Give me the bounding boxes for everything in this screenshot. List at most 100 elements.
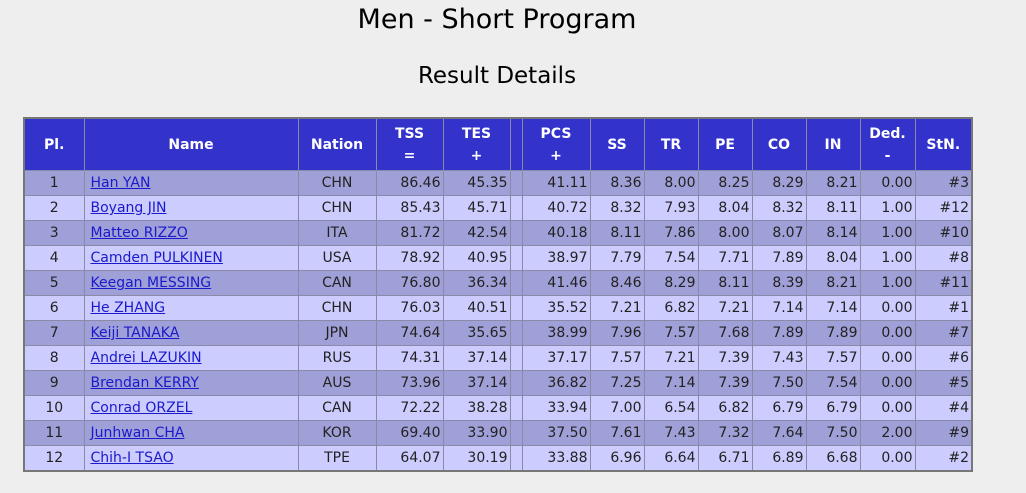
- skater-link[interactable]: He ZHANG: [90, 300, 166, 316]
- cell: 8.46: [589, 270, 645, 296]
- cell: 7.43: [751, 345, 807, 371]
- cell: 41.11: [521, 170, 591, 196]
- cell: 30.19: [442, 445, 511, 472]
- cell: #3: [914, 170, 973, 196]
- header-label: Name: [168, 136, 214, 153]
- header-label: Nation: [310, 136, 364, 153]
- cell: 76.03: [375, 295, 444, 321]
- cell: 7.89: [751, 245, 807, 271]
- name-cell: Andrei LAZUKIN: [83, 345, 299, 371]
- result-row: 9 Brendan KERRY AUS 73.96 37.14 36.82 7.25 7.14…: [23, 370, 973, 396]
- header-sub: -: [884, 147, 891, 164]
- cell: CHN: [297, 195, 377, 221]
- cell: 74.31: [375, 345, 444, 371]
- spacer-cell: [509, 295, 523, 321]
- cell: 36.34: [442, 270, 511, 296]
- cell: 8.00: [697, 220, 753, 246]
- result-row: 11 Junhwan CHA KOR 69.40 33.90 37.50 7.61 7.43 7…: [23, 420, 973, 446]
- skater-link[interactable]: Junhwan CHA: [90, 425, 185, 441]
- cell: #4: [914, 395, 973, 421]
- cell: 8.14: [805, 220, 861, 246]
- cell: 0.00: [859, 395, 916, 421]
- header-label: TR: [660, 136, 682, 153]
- column-header: TSS =: [375, 117, 444, 171]
- skater-link[interactable]: Matteo RIZZO: [90, 225, 188, 241]
- skater-link[interactable]: Brendan KERRY: [90, 375, 199, 391]
- skater-link[interactable]: Camden PULKINEN: [90, 250, 223, 266]
- cell: 8.11: [589, 220, 645, 246]
- cell: 7.25: [589, 370, 645, 396]
- cell: 33.94: [521, 395, 591, 421]
- cell: 7.54: [643, 245, 699, 271]
- cell: 7.57: [643, 320, 699, 346]
- cell: 0.00: [859, 295, 916, 321]
- cell: 40.95: [442, 245, 511, 271]
- spacer-cell: [509, 245, 523, 271]
- header-label: PE: [715, 136, 735, 153]
- spacer-cell: [509, 320, 523, 346]
- page-subtitle: Result Details: [417, 63, 577, 89]
- result-row: 1 Han YAN CHN 86.46 45.35 41.11 8.36 8.00 8.25 8.…: [23, 170, 973, 196]
- column-header: Name: [83, 117, 299, 171]
- cell: 7.21: [697, 295, 753, 321]
- cell: 45.71: [442, 195, 511, 221]
- cell: 6.79: [751, 395, 807, 421]
- cell: 1: [23, 170, 85, 196]
- column-header: TES +: [442, 117, 511, 171]
- cell: 45.35: [442, 170, 511, 196]
- cell: 7.21: [643, 345, 699, 371]
- name-cell: Han YAN: [83, 170, 299, 196]
- cell: 7.00: [589, 395, 645, 421]
- skater-link[interactable]: Han YAN: [90, 175, 151, 191]
- skater-link[interactable]: Chih-I TSAO: [90, 450, 174, 466]
- cell: 33.88: [521, 445, 591, 472]
- cell: 1.00: [859, 270, 916, 296]
- header-label: StN.: [926, 136, 961, 153]
- result-row: 10 Conrad ORZEL CAN 72.22 38.28 33.94 7.00 6.54…: [23, 395, 973, 421]
- cell: RUS: [297, 345, 377, 371]
- cell: 8.00: [643, 170, 699, 196]
- cell: 78.92: [375, 245, 444, 271]
- skater-link[interactable]: Boyang JIN: [90, 200, 167, 216]
- skater-link[interactable]: Keiji TANAKA: [90, 325, 180, 341]
- cell: 38.97: [521, 245, 591, 271]
- table-body: 1 Han YAN CHN 86.46 45.35 41.11 8.36 8.00 8.25 8.…: [23, 170, 973, 472]
- cell: 1.00: [859, 220, 916, 246]
- spacer-cell: [509, 270, 523, 296]
- header-label: Pl.: [44, 136, 65, 153]
- header-row: Pl. Name Nation TSS = TES + PCS + SS TR PE CO IN Ded. -…: [23, 117, 973, 171]
- cell: ITA: [297, 220, 377, 246]
- cell: #7: [914, 320, 973, 346]
- cell: 6.82: [643, 295, 699, 321]
- cell: CHN: [297, 170, 377, 196]
- cell: 8.21: [805, 170, 861, 196]
- cell: 6.71: [697, 445, 753, 472]
- name-cell: Matteo RIZZO: [83, 220, 299, 246]
- column-header: Pl.: [23, 117, 85, 171]
- cell: KOR: [297, 420, 377, 446]
- cell: 2.00: [859, 420, 916, 446]
- cell: 7.89: [805, 320, 861, 346]
- cell: 7.96: [589, 320, 645, 346]
- cell: 8.11: [805, 195, 861, 221]
- cell: #2: [914, 445, 973, 472]
- cell: 0.00: [859, 445, 916, 472]
- column-header: PE: [697, 117, 753, 171]
- result-row: 6 He ZHANG CHN 76.03 40.51 35.52 7.21 6.82 7.21 7…: [23, 295, 973, 321]
- skater-link[interactable]: Conrad ORZEL: [90, 400, 193, 416]
- cell: 7.39: [697, 345, 753, 371]
- cell: 69.40: [375, 420, 444, 446]
- cell: 37.17: [521, 345, 591, 371]
- result-row: 3 Matteo RIZZO ITA 81.72 42.54 40.18 8.11 7.86 8…: [23, 220, 973, 246]
- cell: 7.50: [751, 370, 807, 396]
- cell: 7.71: [697, 245, 753, 271]
- skater-link[interactable]: Andrei LAZUKIN: [90, 350, 202, 366]
- skater-link[interactable]: Keegan MESSING: [90, 275, 212, 291]
- cell: 12: [23, 445, 85, 472]
- cell: 8.32: [589, 195, 645, 221]
- cell: 8.36: [589, 170, 645, 196]
- cell: 85.43: [375, 195, 444, 221]
- cell: 7.39: [697, 370, 753, 396]
- spacer-cell: [509, 220, 523, 246]
- cell: 64.07: [375, 445, 444, 472]
